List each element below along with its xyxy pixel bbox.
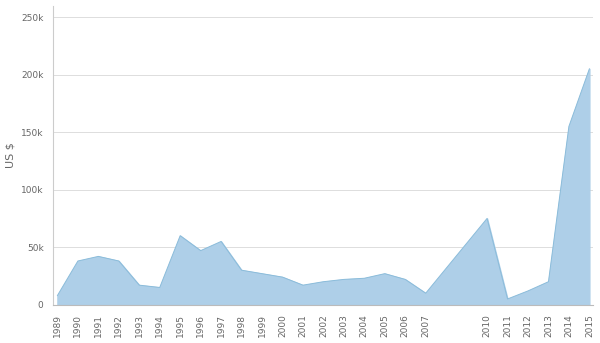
- Y-axis label: US $: US $: [5, 142, 16, 168]
